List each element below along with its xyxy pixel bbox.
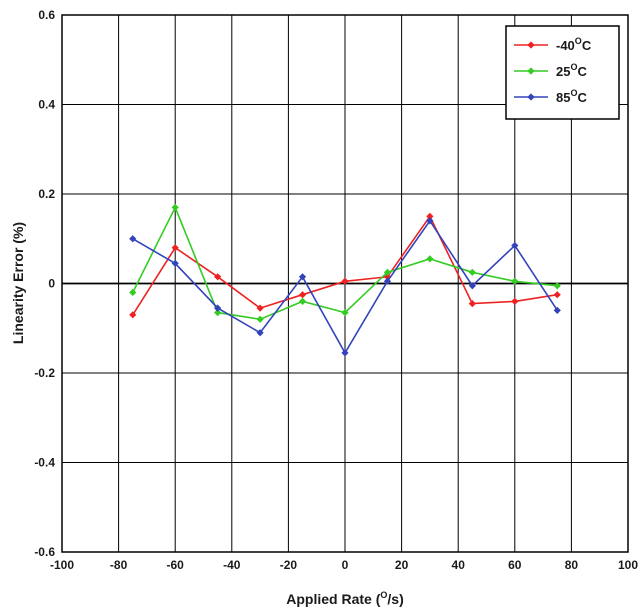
y-tick-labels: -0.6 -0.4 -0.2 0 0.2 0.4 0.6	[34, 8, 55, 559]
data-point	[171, 203, 179, 212]
series-group	[129, 212, 561, 319]
y-tick-label: 0.6	[38, 8, 55, 22]
data-point	[214, 308, 222, 317]
data-point	[256, 304, 264, 312]
data-point	[298, 273, 307, 281]
data-point	[468, 268, 476, 276]
data-point	[171, 244, 179, 252]
data-point	[426, 212, 434, 220]
data-point	[383, 268, 392, 276]
data-point	[553, 306, 561, 314]
data-point	[298, 297, 307, 305]
x-tick-label: 60	[508, 558, 522, 572]
x-tick-label: -100	[50, 558, 74, 572]
legend-label: 85OC	[556, 88, 587, 105]
data-point	[341, 308, 349, 317]
legend-label: 25OC	[556, 62, 587, 79]
x-tick-label: 80	[565, 558, 579, 572]
data-point	[129, 311, 137, 319]
data-point	[426, 217, 434, 225]
data-point	[256, 329, 264, 337]
data-point	[341, 277, 349, 285]
legend-items: -40OC 25OC 85OC	[514, 36, 592, 105]
x-tick-label: -40	[223, 558, 241, 572]
data-point	[129, 235, 137, 243]
legend-swatch-marker	[527, 67, 535, 75]
y-axis-title: Linearity Error (%)	[10, 222, 26, 344]
data-point	[383, 273, 392, 281]
data-point	[256, 315, 264, 323]
x-tick-labels: -100 -80 -60 -40 -20 0 20 40 60 80 100	[50, 558, 638, 572]
legend-swatch-marker	[527, 41, 535, 49]
data-point	[383, 277, 392, 285]
data-point	[214, 304, 222, 312]
y-tick-label: -0.2	[34, 366, 55, 380]
legend: -40OC 25OC 85OC	[505, 25, 620, 120]
data-point	[511, 277, 519, 285]
data-point	[468, 282, 476, 290]
data-point	[214, 273, 222, 281]
x-tick-label: 0	[342, 558, 349, 572]
y-tick-label: 0.4	[38, 98, 55, 112]
data-point	[553, 291, 561, 299]
x-tick-label: -80	[110, 558, 128, 572]
data-point	[129, 288, 137, 297]
series-group	[129, 203, 561, 323]
legend-label: -40OC	[556, 36, 592, 53]
x-tick-label: -60	[167, 558, 185, 572]
data-point	[171, 259, 179, 267]
series-layer	[129, 203, 561, 357]
data-point	[298, 291, 307, 299]
legend-box	[505, 25, 620, 120]
data-point	[426, 255, 434, 263]
y-tick-label: -0.6	[34, 545, 55, 559]
x-axis-title: Applied Rate (O/s)	[286, 590, 403, 607]
series-group	[129, 217, 561, 357]
y-tick-label: -0.4	[34, 456, 55, 470]
x-tick-label: 100	[618, 558, 638, 572]
x-tick-label: 20	[395, 558, 409, 572]
data-point	[511, 297, 519, 305]
y-tick-label: 0.2	[38, 187, 55, 201]
data-point	[511, 241, 519, 250]
data-point	[468, 300, 476, 308]
x-tick-label: -20	[280, 558, 298, 572]
y-tick-label: 0	[48, 277, 55, 291]
legend-swatch-marker	[527, 93, 535, 101]
data-point	[553, 282, 561, 290]
x-tick-label: 40	[452, 558, 466, 572]
data-point	[341, 349, 349, 357]
